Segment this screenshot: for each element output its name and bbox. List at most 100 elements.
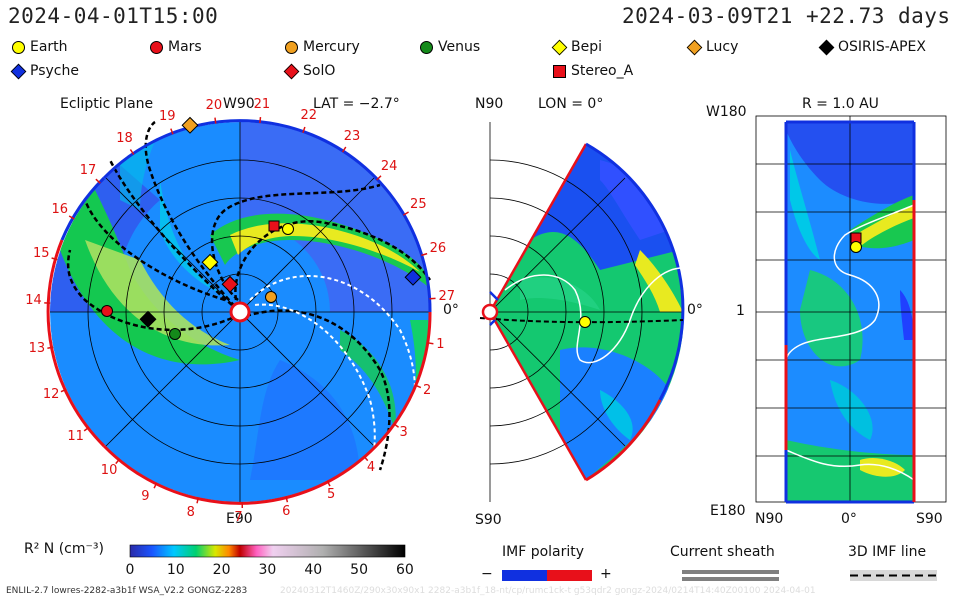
circle-icon xyxy=(12,40,25,54)
carrington-tick xyxy=(47,346,54,350)
legend-stereo-a: Stereo_A xyxy=(553,63,633,79)
carrington-tick xyxy=(421,252,428,257)
n90-label: N90 xyxy=(475,96,504,112)
imf-plus: + xyxy=(600,566,612,582)
carrington-label: 27 xyxy=(438,288,456,304)
legend-mercury: Mercury xyxy=(285,39,360,55)
carrington-label: 20 xyxy=(205,97,223,113)
circle-icon xyxy=(285,40,298,54)
carrington-tick xyxy=(326,480,331,487)
carrington-tick xyxy=(285,496,289,503)
solo-marker xyxy=(221,275,239,293)
shell-x-s90: S90 xyxy=(916,511,943,527)
carrington-label: 23 xyxy=(343,128,361,144)
legend-lucy: Lucy xyxy=(686,39,738,55)
carrington-tick xyxy=(214,117,217,124)
carrington-tick xyxy=(196,497,200,504)
carrington-tick xyxy=(302,126,306,133)
circle-icon xyxy=(150,40,163,54)
w180-label: W180 xyxy=(706,104,747,120)
carrington-label: 22 xyxy=(300,107,318,123)
earth-marker xyxy=(282,223,294,235)
carrington-tick xyxy=(95,178,101,184)
w90-label: W90 xyxy=(223,96,255,112)
ecliptic-zero-label: 0° xyxy=(443,302,459,318)
colorbar-tick-label: 60 xyxy=(396,562,414,578)
run-time: 2024-03-09T21 +22.73 days xyxy=(622,4,951,28)
osiris-apex-marker xyxy=(139,310,157,328)
carrington-tick xyxy=(393,423,400,428)
square-icon xyxy=(553,64,566,78)
colorbar-tick-label: 50 xyxy=(350,562,368,578)
e180-label: E180 xyxy=(710,503,746,519)
shell-x-n90: N90 xyxy=(755,511,784,527)
legend-earth: Earth xyxy=(12,39,68,55)
carrington-ticks xyxy=(44,116,436,508)
carrington-label: 3 xyxy=(399,424,408,440)
legend-osiris-apex: OSIRIS-APEX xyxy=(818,39,926,55)
carrington-label: 13 xyxy=(28,341,46,357)
shell-panel xyxy=(755,115,947,504)
colorbar-tick-label: 10 xyxy=(166,562,185,578)
carrington-tick xyxy=(427,342,434,345)
carrington-label: 18 xyxy=(116,131,133,147)
r-label: R = 1.0 AU xyxy=(802,96,879,112)
legend-venus: Venus xyxy=(420,39,480,55)
current-sheath-swatch xyxy=(682,570,779,574)
legend-solo: SolO xyxy=(283,63,335,79)
mars-marker xyxy=(101,305,113,317)
meridional-zero-label: 0° xyxy=(687,302,703,318)
footer-faint: 20240312T1460Z/290x30x90x1 2282-a3b1f_18… xyxy=(280,586,816,596)
carrington-label: 21 xyxy=(253,97,271,113)
colorbar-tick-label: 30 xyxy=(258,562,277,578)
s90-label: S90 xyxy=(475,512,502,528)
ecliptic-panel xyxy=(44,116,436,508)
carrington-label: 16 xyxy=(51,201,69,217)
carrington-tick xyxy=(51,257,58,261)
lat-label: LAT = −2.7° xyxy=(313,96,400,112)
carrington-label: 8 xyxy=(186,504,195,520)
carrington-label: 24 xyxy=(380,159,398,175)
carrington-tick xyxy=(83,426,90,432)
imf-polarity-label: IMF polarity xyxy=(502,544,585,560)
carrington-label: 26 xyxy=(429,241,447,257)
colorbar-tick-label: 40 xyxy=(304,562,323,578)
carrington-label: 2 xyxy=(423,382,432,398)
e90-label: E90 xyxy=(226,511,253,527)
earth-marker-shell xyxy=(850,241,862,253)
carrington-label: 19 xyxy=(158,109,176,125)
carrington-tick xyxy=(415,384,422,389)
colorbar-label: R² N (cm⁻³) xyxy=(24,541,104,557)
imf-positive-swatch xyxy=(547,570,592,581)
sun-marker xyxy=(229,301,251,323)
carrington-label: 7 xyxy=(234,509,243,525)
carrington-label: 12 xyxy=(42,387,60,403)
legend-bepi: Bepi xyxy=(551,39,602,55)
legend-psyche: Psyche xyxy=(10,63,79,79)
colorbar-gradient xyxy=(129,544,406,558)
venus-marker xyxy=(169,328,181,340)
carrington-tick xyxy=(403,211,409,216)
imf-line-label: 3D IMF line xyxy=(848,544,927,560)
earth-marker-meridional xyxy=(579,316,591,328)
carrington-label: 6 xyxy=(282,503,291,519)
shell-x-0: 0° xyxy=(841,511,857,527)
footer-left: ENLIL-2.7 lowres-2282-a3b1f WSA_V2.2 GON… xyxy=(6,586,248,596)
shell-mid-label: 1 xyxy=(736,303,745,319)
ecliptic-title: Ecliptic Plane xyxy=(60,96,154,112)
carrington-tick xyxy=(115,458,121,465)
carrington-tick xyxy=(153,482,158,489)
carrington-tick xyxy=(259,116,262,124)
carrington-label: 4 xyxy=(366,460,376,475)
imf-negative-swatch xyxy=(502,570,547,581)
carrington-tick xyxy=(363,455,369,462)
meridional-panel xyxy=(479,122,685,502)
mercury-marker xyxy=(265,291,277,303)
carrington-label: 15 xyxy=(33,245,50,261)
carrington-label: 25 xyxy=(410,197,427,213)
current-sheath-label: Current sheath xyxy=(670,544,775,560)
colorbar-tick-label: 20 xyxy=(212,562,231,578)
carrington-tick xyxy=(341,146,347,153)
carrington-tick xyxy=(68,215,75,220)
